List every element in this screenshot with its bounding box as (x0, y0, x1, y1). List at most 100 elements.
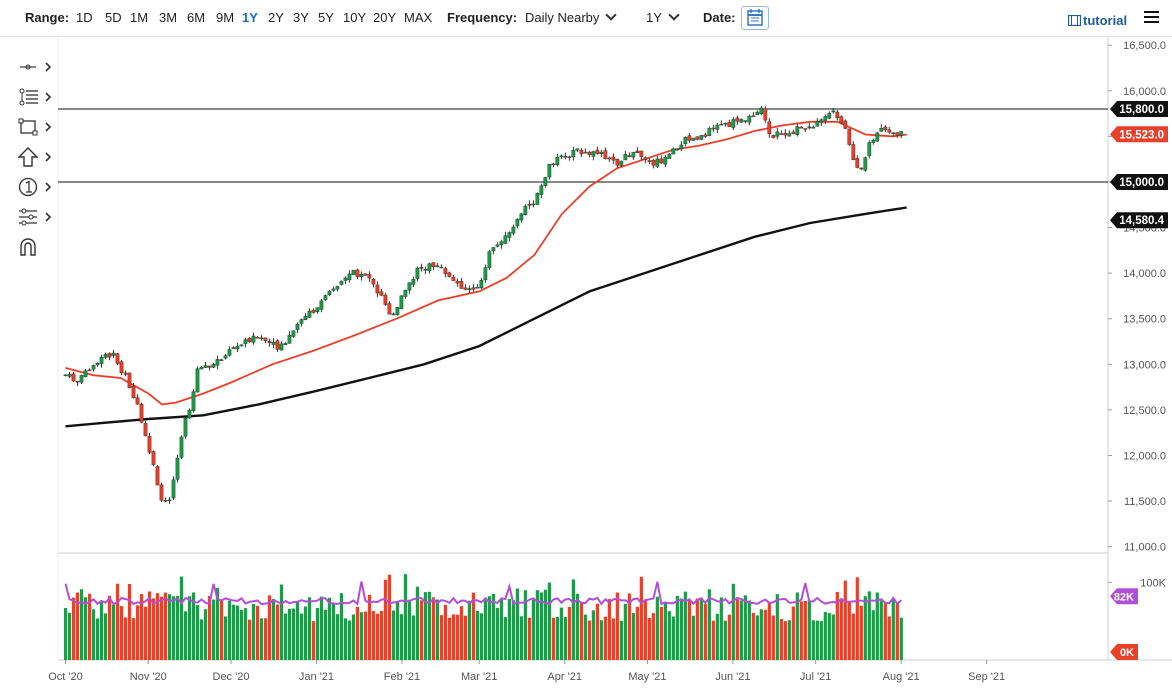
long-moving-average-line (65, 206, 907, 428)
candle-body (147, 435, 152, 453)
tutorial-link[interactable]: tutorial (1067, 13, 1127, 28)
candle-body (827, 113, 832, 119)
volume-bar (691, 615, 695, 660)
range-button-5y[interactable]: 5Y (318, 10, 334, 25)
period-dropdown[interactable]: 1Y (646, 9, 680, 26)
volume-bar (807, 600, 811, 660)
volume-bar (859, 605, 863, 660)
volume-bar (695, 598, 699, 660)
volume-bar (511, 600, 515, 660)
price-chart[interactable]: 11,000.0 11,500.0 12,000.0 12,500.0 13,000.0… (0, 37, 1172, 698)
volume-bar (167, 594, 172, 660)
volume-bar (747, 600, 751, 660)
candle-body (175, 457, 180, 480)
menu-icon[interactable] (1144, 11, 1159, 24)
volume-bar (663, 602, 667, 660)
volume-bar (631, 613, 635, 660)
crosshair-tool[interactable] (14, 55, 54, 79)
x-tick-label: Apr '21 (547, 671, 582, 683)
volume-bar (587, 620, 591, 660)
rectangle-tool[interactable] (14, 115, 54, 139)
range-button-10y[interactable]: 10Y (343, 10, 367, 25)
candle-body (71, 373, 76, 382)
arrow-up-tool[interactable] (14, 145, 54, 169)
range-button-2y[interactable]: 2Y (268, 10, 284, 25)
range-button-3m[interactable]: 3M (159, 10, 178, 25)
chevron-down-icon (605, 9, 618, 21)
candle-body (255, 337, 260, 339)
volume-bar (831, 614, 835, 660)
candle-body (691, 137, 696, 141)
horizontal-lines (58, 108, 1108, 183)
candle-body (399, 295, 404, 310)
candle-body (767, 121, 772, 134)
volume-bar (843, 580, 847, 660)
x-tick-label: May '21 (628, 671, 666, 683)
candle-body (271, 341, 276, 345)
range-button-20y[interactable]: 20Y (373, 10, 397, 25)
volume-bar (531, 599, 535, 660)
range-button-9m[interactable]: 9M (216, 10, 235, 25)
candle-body (775, 131, 780, 137)
volume-bar (123, 617, 128, 660)
candle-body (835, 111, 840, 119)
date-picker-button[interactable] (741, 6, 769, 30)
magnet-tool[interactable] (14, 235, 54, 259)
price-tag-shape (1110, 126, 1168, 143)
volume-bar (151, 598, 156, 660)
volume-bar (395, 601, 400, 660)
candle-body (415, 267, 420, 279)
range-button-6m[interactable]: 6M (187, 10, 206, 25)
annotation-tool[interactable] (14, 175, 54, 199)
x-tick-label: Sep '21 (968, 671, 1005, 683)
period-value: 1Y (646, 10, 662, 25)
candle-body (491, 247, 496, 252)
candle-body (107, 353, 112, 358)
candle-body (607, 157, 612, 160)
volume-bar (283, 613, 288, 660)
volume-bar (467, 600, 472, 660)
volume-bar (383, 579, 388, 660)
candle-body (279, 343, 284, 351)
candle-body (91, 365, 96, 370)
range-button-5d[interactable]: 5D (105, 10, 122, 25)
candle-body (643, 157, 648, 160)
volume-bar (399, 614, 404, 660)
volume-bar (571, 579, 575, 660)
measure-tool[interactable] (14, 205, 54, 229)
candle-body (547, 164, 552, 178)
date-label: Date: (703, 10, 736, 25)
volume-bar (219, 599, 224, 660)
range-button-1y[interactable]: 1Y (242, 10, 258, 25)
candle-body (343, 277, 348, 281)
candle-body (895, 132, 900, 136)
range-button-1d[interactable]: 1D (76, 10, 93, 25)
volume-bar (367, 594, 372, 660)
volume-bar (67, 612, 72, 660)
candle-body (535, 193, 540, 205)
volume-bar (111, 604, 116, 660)
volume-bar (639, 576, 643, 660)
volume-bar (127, 584, 132, 660)
frequency-dropdown[interactable]: Daily Nearby (525, 9, 618, 26)
volume-bar (527, 617, 531, 660)
candle-body (783, 132, 788, 136)
volume-bar (407, 599, 412, 660)
candle-body (443, 268, 448, 275)
candle-body (763, 108, 768, 121)
candle-body (95, 362, 100, 366)
candle-body (179, 436, 184, 458)
range-button-1m[interactable]: 1M (130, 10, 149, 25)
candle-body (795, 126, 800, 135)
range-button-3y[interactable]: 3Y (293, 10, 309, 25)
candle-body (539, 185, 544, 195)
volume-bar (199, 619, 204, 660)
candle-body (87, 369, 92, 372)
range-button-max[interactable]: MAX (404, 10, 433, 25)
candle-body (839, 116, 844, 123)
candle-body (879, 128, 884, 132)
candle-body (507, 232, 512, 238)
volume-bar (451, 614, 456, 660)
y-tick-label: 12,000.0 (1123, 450, 1166, 462)
fibonacci-tool[interactable] (14, 85, 54, 109)
